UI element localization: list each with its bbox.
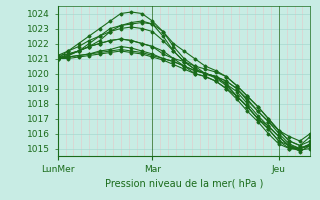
- X-axis label: Pression niveau de la mer( hPa ): Pression niveau de la mer( hPa ): [105, 178, 263, 188]
